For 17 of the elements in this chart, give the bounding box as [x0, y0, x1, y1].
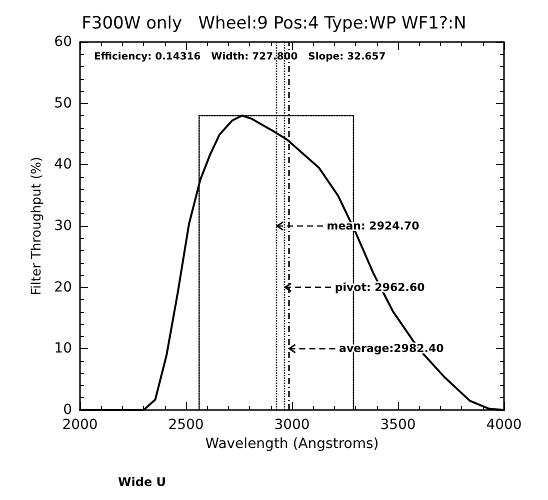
- y-tick-label: 20: [54, 279, 72, 296]
- y-tick-label: 60: [54, 34, 72, 50]
- annotation: Efficiency: 0.14316 Width: 727.800 Slope: 32.657: [94, 52, 386, 62]
- y-tick-label: 0: [63, 402, 72, 418]
- text: Wide U: [118, 475, 166, 489]
- x-tick-label: 3500: [380, 417, 416, 433]
- x-axis-title: Wavelength (Angstroms): [205, 436, 379, 452]
- y-tick-label: 50: [54, 95, 72, 112]
- y-tick-label: 40: [54, 156, 72, 173]
- x-tick-label: 4000: [486, 417, 522, 433]
- x-tick-label: 2000: [62, 417, 98, 433]
- chart-title: F300W only Wheel:9 Pos:4 Type:WP WF1?:N: [82, 14, 466, 34]
- y-axis-title: Filter Throughput (%): [29, 156, 44, 296]
- x-tick-label: 3000: [274, 417, 310, 433]
- y-tick-label: 10: [54, 340, 72, 357]
- x-tick-label: 2500: [168, 417, 204, 433]
- y-tick-label: 30: [54, 218, 72, 234]
